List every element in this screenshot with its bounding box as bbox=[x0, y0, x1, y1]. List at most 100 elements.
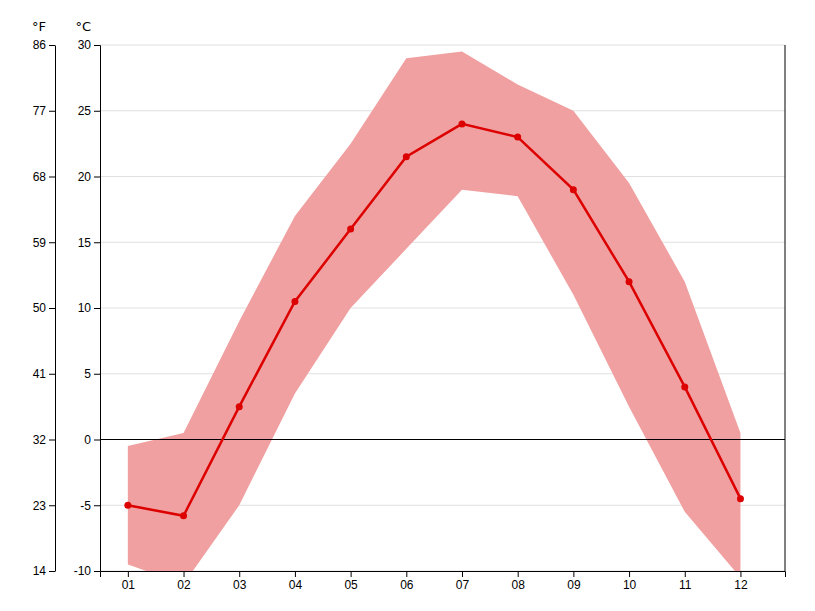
y-tick: -5 bbox=[80, 499, 100, 513]
x-tick-label: 12 bbox=[734, 578, 748, 592]
y-tick: 10 bbox=[78, 301, 100, 315]
y2-tick-label: 14 bbox=[33, 564, 47, 578]
y2-tick-mark bbox=[49, 111, 55, 112]
y2-tick-mark bbox=[49, 308, 55, 309]
y-tick-label: 0 bbox=[84, 433, 91, 447]
y-tick: 5 bbox=[84, 367, 100, 381]
plot-root: 010203040506070809101112-10-505101520253… bbox=[32, 19, 785, 592]
grid-line bbox=[100, 439, 785, 440]
average-marker bbox=[514, 134, 521, 141]
x-tick: 10 bbox=[623, 571, 637, 592]
y-tick: -10 bbox=[74, 564, 100, 578]
y-tick-mark bbox=[94, 440, 100, 441]
x-tick-mark bbox=[740, 571, 741, 577]
y-tick-label: -10 bbox=[74, 564, 92, 578]
chart-container: 010203040506070809101112-10-505101520253… bbox=[0, 0, 815, 611]
y2-axis-title: °F bbox=[32, 19, 46, 34]
reference-line bbox=[100, 439, 785, 440]
y-tick: 20 bbox=[78, 170, 100, 184]
y-tick: 0 bbox=[84, 433, 100, 447]
x-tick-label: 06 bbox=[400, 578, 414, 592]
x-axis: 01 02 03 04 05 06 07 08 09 10 11 12 bbox=[101, 571, 786, 592]
y2-tick-label: 77 bbox=[33, 104, 47, 118]
x-tick-label: 02 bbox=[177, 578, 191, 592]
x-tick-mark bbox=[239, 571, 240, 577]
y-axis-line bbox=[94, 46, 101, 572]
y-tick: 30 bbox=[78, 38, 100, 52]
y-tick-label: 10 bbox=[78, 301, 92, 315]
average-marker bbox=[626, 278, 633, 285]
x-tick-mark bbox=[184, 571, 185, 577]
x-axis-line bbox=[101, 572, 786, 578]
y2-tick-mark bbox=[49, 242, 55, 243]
y-tick-mark bbox=[94, 505, 100, 506]
y2-tick-label: 68 bbox=[33, 170, 47, 184]
y-tick: 15 bbox=[78, 236, 100, 250]
y2-tick-label: 50 bbox=[33, 301, 47, 315]
x-tick-mark bbox=[518, 571, 519, 577]
x-tick: 06 bbox=[400, 571, 414, 592]
average-marker bbox=[737, 495, 744, 502]
y2-tick: 59 bbox=[33, 236, 55, 250]
y2-tick-mark bbox=[49, 440, 55, 441]
x-tick-mark bbox=[406, 571, 407, 577]
marks bbox=[100, 52, 785, 571]
average-marker bbox=[347, 226, 354, 233]
x-tick: 02 bbox=[177, 571, 191, 592]
y2-tick-label: 23 bbox=[33, 499, 47, 513]
y2-tick-mark bbox=[49, 571, 55, 572]
y2-axis: 142332415059687786 bbox=[33, 38, 56, 578]
y2-tick: 14 bbox=[33, 564, 55, 578]
grid-line bbox=[100, 242, 785, 243]
x-tick-label: 07 bbox=[456, 578, 470, 592]
y2-axis-line bbox=[55, 46, 56, 572]
y-tick-mark bbox=[94, 242, 100, 243]
y-tick: 25 bbox=[78, 104, 100, 118]
average-marker bbox=[681, 383, 688, 390]
average-marker bbox=[180, 512, 187, 519]
x-tick: 11 bbox=[679, 571, 692, 592]
y2-tick: 68 bbox=[33, 170, 55, 184]
x-tick-label: 10 bbox=[623, 578, 637, 592]
x-tick: 03 bbox=[233, 571, 247, 592]
y-axis-title: °C bbox=[75, 19, 91, 34]
average-marker bbox=[458, 120, 465, 127]
x-tick-mark bbox=[128, 571, 129, 577]
y2-tick-mark bbox=[49, 505, 55, 506]
y-tick-label: 20 bbox=[78, 170, 92, 184]
x-tick: 05 bbox=[344, 571, 358, 592]
x-tick-mark bbox=[629, 571, 630, 577]
x-tick-label: 01 bbox=[122, 578, 136, 592]
y2-tick-mark bbox=[49, 374, 55, 375]
chart-svg: 010203040506070809101112-10-505101520253… bbox=[0, 0, 815, 611]
y2-tick-label: 86 bbox=[33, 38, 47, 52]
y-tick-mark bbox=[94, 308, 100, 309]
y2-tick-mark bbox=[49, 177, 55, 178]
x-tick-mark bbox=[685, 571, 686, 577]
x-tick-label: 04 bbox=[289, 578, 303, 592]
x-tick-label: 11 bbox=[679, 578, 692, 592]
x-tick-mark bbox=[462, 571, 463, 577]
y-tick-label: 30 bbox=[78, 38, 92, 52]
y2-tick: 50 bbox=[33, 301, 55, 315]
y2-tick: 41 bbox=[33, 367, 55, 381]
y2-tick-label: 41 bbox=[33, 367, 47, 381]
x-tick: 04 bbox=[289, 571, 303, 592]
average-marker bbox=[291, 298, 298, 305]
x-tick-label: 08 bbox=[512, 578, 526, 592]
average-marker bbox=[403, 153, 410, 160]
x-tick-label: 03 bbox=[233, 578, 247, 592]
y2-tick: 86 bbox=[33, 38, 55, 52]
x-tick: 09 bbox=[567, 571, 581, 592]
y2-tick: 23 bbox=[33, 499, 55, 513]
x-tick-mark bbox=[351, 571, 352, 577]
y-tick-mark bbox=[94, 374, 100, 375]
average-marker bbox=[124, 502, 131, 509]
y2-tick: 77 bbox=[33, 104, 55, 118]
y-axis: -10 -5 0 5 10 15 20 25 30 bbox=[74, 38, 101, 578]
average-marker bbox=[236, 403, 243, 410]
average-marker bbox=[570, 186, 577, 193]
y-tick-label: 5 bbox=[84, 367, 91, 381]
y-tick-mark bbox=[94, 177, 100, 178]
y2-tick-label: 59 bbox=[33, 236, 47, 250]
